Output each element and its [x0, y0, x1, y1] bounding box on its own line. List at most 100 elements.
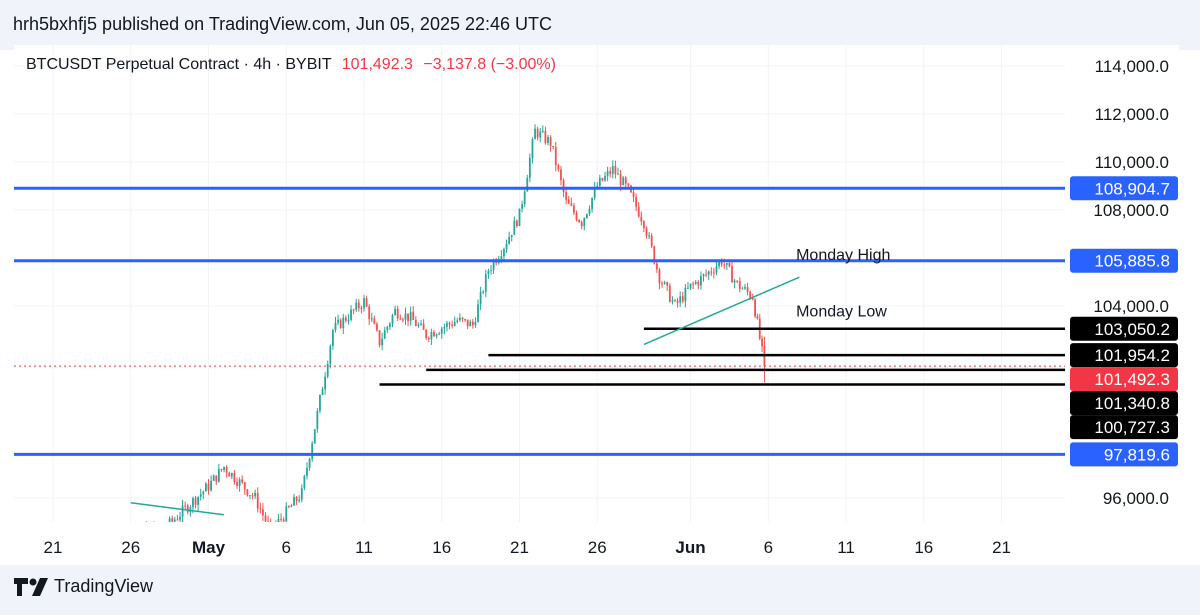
candle-down: [396, 308, 399, 319]
candle-down: [710, 271, 713, 273]
candle-down: [272, 525, 274, 529]
candle-up: [321, 389, 324, 396]
price-scale-label: 103,050.2: [1094, 320, 1170, 339]
candle-down: [130, 526, 132, 532]
candle-up: [381, 338, 384, 346]
x-axis-tick-label: 11: [355, 538, 373, 557]
candle-down: [243, 482, 246, 490]
candle-down: [425, 329, 428, 338]
candle-up: [168, 518, 171, 522]
tradingview-logo[interactable]: TradingView: [14, 576, 153, 597]
candle-up: [733, 280, 736, 283]
candle-up: [249, 495, 251, 497]
symbol-change: −3,137.8 (−3.00%): [423, 56, 556, 73]
candle-down: [731, 266, 733, 283]
candle-up: [492, 260, 495, 271]
candle-up: [435, 334, 438, 337]
candle-down: [560, 169, 562, 181]
candle-down: [344, 317, 347, 321]
candle-down: [414, 319, 417, 326]
tradingview-brand: TradingView: [54, 576, 154, 596]
x-axis-tick-label: 26: [588, 538, 607, 557]
candle-down: [575, 212, 578, 220]
candle-up: [598, 178, 601, 186]
candle-down: [246, 489, 249, 496]
candle-down: [399, 318, 402, 320]
candle-up: [212, 475, 215, 481]
top-bar: hrh5bxhfj5 published on TradingView.com,…: [0, 0, 1200, 50]
candle-up: [230, 473, 233, 477]
candle-down: [259, 508, 262, 510]
candle-up: [205, 483, 207, 492]
candle-up: [687, 287, 689, 289]
candle-down: [427, 337, 430, 340]
candle-up: [487, 271, 490, 275]
candle-up: [469, 321, 472, 327]
candle-up: [363, 298, 365, 309]
candle-up: [138, 534, 140, 535]
candle-up: [166, 528, 168, 530]
candle-up: [593, 187, 596, 198]
candle-up: [611, 166, 614, 174]
candle-up: [181, 505, 184, 517]
candle-up: [300, 488, 303, 500]
price-scale-label-box: [1070, 316, 1178, 341]
candle-down: [184, 505, 187, 507]
candle-down: [295, 497, 298, 501]
candle-up: [334, 322, 337, 331]
candle-down: [225, 466, 228, 473]
candle-down: [756, 316, 759, 319]
candle-up: [409, 311, 412, 321]
candle-up: [541, 130, 544, 132]
candle-up: [588, 209, 591, 215]
candle-up: [386, 326, 389, 331]
candle-down: [578, 219, 581, 223]
tradingview-logo-icon: [14, 577, 48, 596]
candle-up: [145, 524, 147, 528]
candle-down: [614, 166, 617, 175]
candle-up: [164, 530, 166, 531]
candle-down: [357, 302, 360, 309]
candle-down: [287, 506, 290, 508]
candle-down: [135, 528, 137, 535]
candle-up: [404, 313, 407, 320]
candle-down: [746, 287, 749, 292]
y-axis-tick-label: 96,000.0: [1103, 489, 1169, 508]
candle-up: [547, 137, 549, 143]
candle-down: [378, 330, 381, 346]
candle-up: [331, 330, 334, 346]
candle-up: [324, 376, 327, 390]
candle-up: [308, 458, 311, 468]
candle-down: [650, 235, 653, 247]
candle-up: [370, 318, 373, 320]
candle-down: [176, 519, 179, 521]
candle-up: [319, 395, 321, 411]
candle-up: [671, 300, 674, 302]
candle-up: [474, 322, 477, 326]
candle-down: [119, 527, 121, 530]
candle-up: [420, 323, 422, 325]
candle-up: [648, 235, 650, 237]
price-scale-label: 105,885.8: [1094, 252, 1170, 271]
candle-down: [705, 274, 708, 276]
candle-up: [479, 291, 482, 305]
candle-up: [285, 506, 288, 522]
symbol-name: BTCUSDT Perpetual Contract · 4h · BYBIT: [26, 56, 332, 73]
candle-up: [293, 497, 295, 506]
candle-up: [383, 330, 386, 339]
price-scale-label-box: [1070, 391, 1178, 416]
candle-up: [744, 287, 746, 289]
price-scale-label: 108,904.7: [1094, 179, 1170, 198]
candle-up: [440, 328, 443, 334]
candle-down: [562, 180, 565, 193]
candle-down: [373, 318, 376, 324]
candle-down: [697, 281, 700, 286]
price-scale-label: 100,727.3: [1094, 418, 1170, 437]
candle-down: [280, 518, 282, 520]
candle-up: [585, 214, 588, 218]
candle-down: [461, 317, 464, 320]
trendline: [130, 502, 225, 516]
candle-down: [236, 482, 238, 486]
candle-up: [143, 528, 145, 534]
